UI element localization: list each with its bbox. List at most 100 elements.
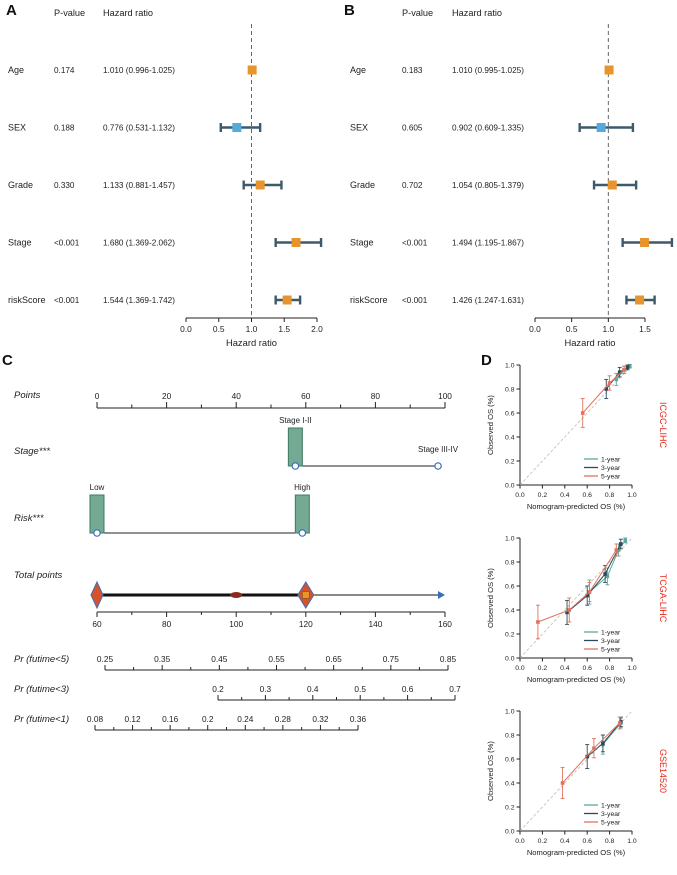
patient-marker: [301, 591, 310, 599]
total-tick-label: 60: [92, 619, 102, 629]
x-tick-label: 2.0: [311, 324, 323, 334]
x-tick-label: 1.5: [639, 324, 651, 334]
series-3-year: [585, 716, 623, 770]
total-tick-label: 160: [438, 619, 452, 629]
prob-tick-label: 0.2: [202, 714, 214, 724]
pvalue-column-header: P-value: [402, 8, 433, 18]
y-tick-label: 0.2: [505, 458, 515, 465]
x-axis-title: Nomogram-predicted OS (%): [527, 675, 626, 684]
panel-d-letter: D: [481, 352, 492, 369]
hr-ci-text: 0.902 (0.609-1.335): [452, 124, 524, 133]
prob-tick-label: 0.75: [383, 654, 400, 664]
category-box: [287, 427, 303, 467]
category-point-circle: [298, 529, 307, 537]
x-tick-label: 0.2: [538, 492, 548, 499]
x-tick-label: 0.6: [582, 838, 592, 845]
x-tick-label: 0.6: [582, 665, 592, 672]
variable-label: Age: [8, 65, 24, 75]
variable-label: Stage: [350, 238, 374, 248]
y-tick-label: 1.0: [505, 708, 515, 715]
data-point: [614, 377, 619, 382]
series-5-year: [535, 543, 619, 640]
y-tick-label: 0.0: [505, 482, 515, 489]
category-box: [294, 494, 310, 534]
total-points-row: Total points 60 80 100 120 140 160: [14, 570, 452, 629]
legend-label: 3-year: [601, 465, 621, 472]
data-point: [585, 754, 589, 759]
series-5-year: [560, 716, 622, 800]
prob-axis-title: Pr (futime<5): [14, 654, 69, 665]
hr-point-marker: [635, 295, 645, 305]
hazard-ratio-column-header: Hazard ratio: [452, 8, 502, 18]
variable-label: SEX: [350, 123, 368, 133]
x-tick-label: 1.0: [627, 665, 637, 672]
forest-row-Age: Age 0.183 1.010 (0.995-1.025): [350, 65, 614, 75]
y-tick-label: 0.6: [505, 583, 515, 590]
x-tick-label: 0.5: [566, 324, 578, 334]
x-axis-title: Hazard ratio: [564, 337, 615, 348]
y-tick-label: 0.0: [505, 655, 515, 662]
nomogram-variable-stage: Stage*** Stage I-II Stage III-IV: [14, 416, 459, 470]
data-point: [560, 781, 565, 785]
prob-tick-label: 0.55: [268, 654, 285, 664]
hr-point-marker: [604, 65, 614, 75]
panel-d-calibration-icgc-lihc: 0.00.00.20.20.40.40.60.60.80.81.01.0Nomo…: [486, 362, 668, 511]
y-tick-label: 1.0: [505, 362, 515, 369]
forest-row-Grade: Grade 0.330 1.133 (0.881-1.457): [8, 180, 283, 190]
data-point: [565, 610, 569, 615]
y-tick-label: 0.0: [505, 828, 515, 835]
legend-label: 5-year: [601, 646, 621, 653]
points-tick-label: 20: [162, 391, 172, 401]
legend-label: 3-year: [601, 811, 621, 818]
hr-point-marker: [282, 295, 292, 305]
data-point: [605, 574, 610, 579]
legend-label: 1-year: [601, 629, 621, 636]
data-point: [625, 365, 630, 370]
forest-row-Stage: Stage <0.001 1.680 (1.369-2.062): [8, 238, 323, 248]
prob-axis-2: Pr (futime<1) 0.08 0.12 0.16 0.2 0.24 0.28 0.32…: [14, 714, 366, 731]
prob-tick-label: 0.28: [275, 714, 292, 724]
category-point-circle: [434, 462, 442, 470]
data-point: [567, 608, 572, 612]
forest-a-content: P-value Hazard ratio Age 0.174 1.010 (0.996-…: [8, 8, 323, 348]
hr-ci-text: 1.680 (1.369-2.062): [103, 239, 175, 248]
prob-tick-label: 0.7: [449, 684, 461, 694]
points-tick-label: 60: [301, 391, 311, 401]
panel-a-letter: A: [6, 2, 17, 19]
y-tick-label: 0.8: [505, 559, 515, 566]
prob-tick-label: 0.5: [354, 684, 366, 694]
data-point: [616, 548, 621, 552]
y-axis-title: Observed OS (%): [486, 568, 495, 628]
forest-row-Age: Age 0.174 1.010 (0.996-1.025): [8, 65, 257, 75]
variable-label: riskScore: [350, 295, 388, 305]
legend-label: 1-year: [601, 456, 621, 463]
pvalue-text: <0.001: [402, 296, 428, 305]
prob-tick-label: 0.12: [124, 714, 141, 724]
prob-tick-label: 0.4: [307, 684, 319, 694]
x-axis-title: Nomogram-predicted OS (%): [527, 848, 626, 857]
identity-line: [519, 364, 633, 486]
data-point: [580, 411, 585, 415]
hr-ci-text: 1.426 (1.247-1.631): [452, 296, 524, 305]
variable-label: SEX: [8, 123, 26, 133]
hr-ci-text: 1.010 (0.996-1.025): [103, 66, 175, 75]
x-axis-title: Hazard ratio: [226, 337, 277, 348]
panel-c-letter: C: [2, 352, 13, 369]
data-point: [617, 370, 622, 374]
panel-d-calibration-tcga-lihc: 0.00.00.20.20.40.40.60.60.80.81.01.0Nomo…: [486, 535, 668, 684]
x-tick-label: 1.0: [603, 324, 615, 334]
series-line: [602, 722, 622, 745]
y-axis-title: Observed OS (%): [486, 395, 495, 455]
panel-b-forest-plot: P-value Hazard ratio Age 0.183 1.010 (0.995-…: [350, 8, 674, 348]
points-tick-label: 100: [438, 391, 452, 401]
hr-ci-text: 1.133 (0.881-1.457): [103, 181, 175, 190]
prob-axis-title: Pr (futime<1): [14, 714, 69, 725]
total-tick-label: 100: [229, 619, 243, 629]
x-tick-label: 1.0: [246, 324, 258, 334]
variable-label: Stage: [8, 238, 32, 248]
data-point: [607, 381, 612, 385]
x-tick-label: 0.2: [538, 838, 548, 845]
series-line: [582, 369, 625, 414]
panel-d-calibration-gse14520: 0.00.00.20.20.40.40.60.60.80.81.01.0Nomo…: [486, 708, 668, 857]
